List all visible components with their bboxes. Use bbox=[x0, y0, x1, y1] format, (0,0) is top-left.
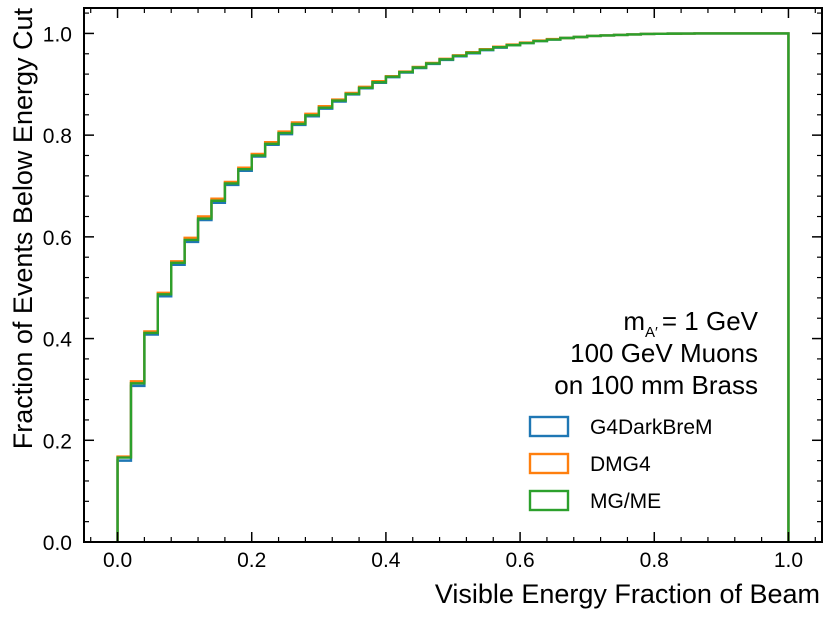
y-tick-label: 0.2 bbox=[43, 430, 72, 453]
annotation-line2: 100 GeV Muons bbox=[570, 338, 758, 368]
x-tick-label: 0.8 bbox=[640, 549, 669, 572]
x-tick-label: 0.4 bbox=[371, 549, 401, 572]
annotation-mass-subscript: A′ bbox=[645, 324, 658, 341]
annotation-mass-prefix: m bbox=[623, 306, 645, 336]
series-line-mg-me bbox=[116, 32, 790, 542]
annotation-mass: mA′ = 1 GeV bbox=[623, 306, 758, 341]
y-tick-label: 0.0 bbox=[43, 532, 72, 555]
x-axis-title: Visible Energy Fraction of Beam bbox=[435, 579, 820, 609]
legend-swatch bbox=[528, 415, 570, 438]
legend-label: MG/ME bbox=[590, 490, 661, 513]
annotation-line3: on 100 mm Brass bbox=[554, 370, 758, 400]
y-axis-title: Fraction of Events Below Energy Cut bbox=[8, 8, 38, 450]
legend-label: G4DarkBreM bbox=[590, 416, 713, 439]
x-tick-label: 0.0 bbox=[103, 549, 132, 572]
x-tick-label: 1.0 bbox=[774, 549, 803, 572]
legend: G4DarkBreM DMG4 MG/ME bbox=[528, 415, 713, 513]
y-tick-label: 1.0 bbox=[43, 23, 72, 46]
ticks-layer: 0.0 0.2 0.4 0.6 0.8 1.0 0.0 0.2 0.4 0.6 0.8 1.0 bbox=[43, 8, 822, 572]
legend-swatch bbox=[528, 452, 570, 475]
x-tick-label: 0.6 bbox=[505, 549, 534, 572]
plot-frame bbox=[83, 7, 823, 543]
annotation-mass-value: = 1 GeV bbox=[662, 306, 759, 336]
x-tick-label: 0.2 bbox=[237, 549, 266, 572]
legend-swatch bbox=[528, 489, 570, 512]
legend-label: DMG4 bbox=[590, 453, 651, 476]
y-tick-label: 0.4 bbox=[43, 329, 73, 352]
y-tick-label: 0.8 bbox=[43, 125, 72, 148]
series-layer bbox=[116, 32, 790, 542]
annotation-block: mA′ = 1 GeV 100 GeV Muons on 100 mm Brass bbox=[554, 306, 758, 400]
y-tick-label: 0.6 bbox=[43, 227, 72, 250]
